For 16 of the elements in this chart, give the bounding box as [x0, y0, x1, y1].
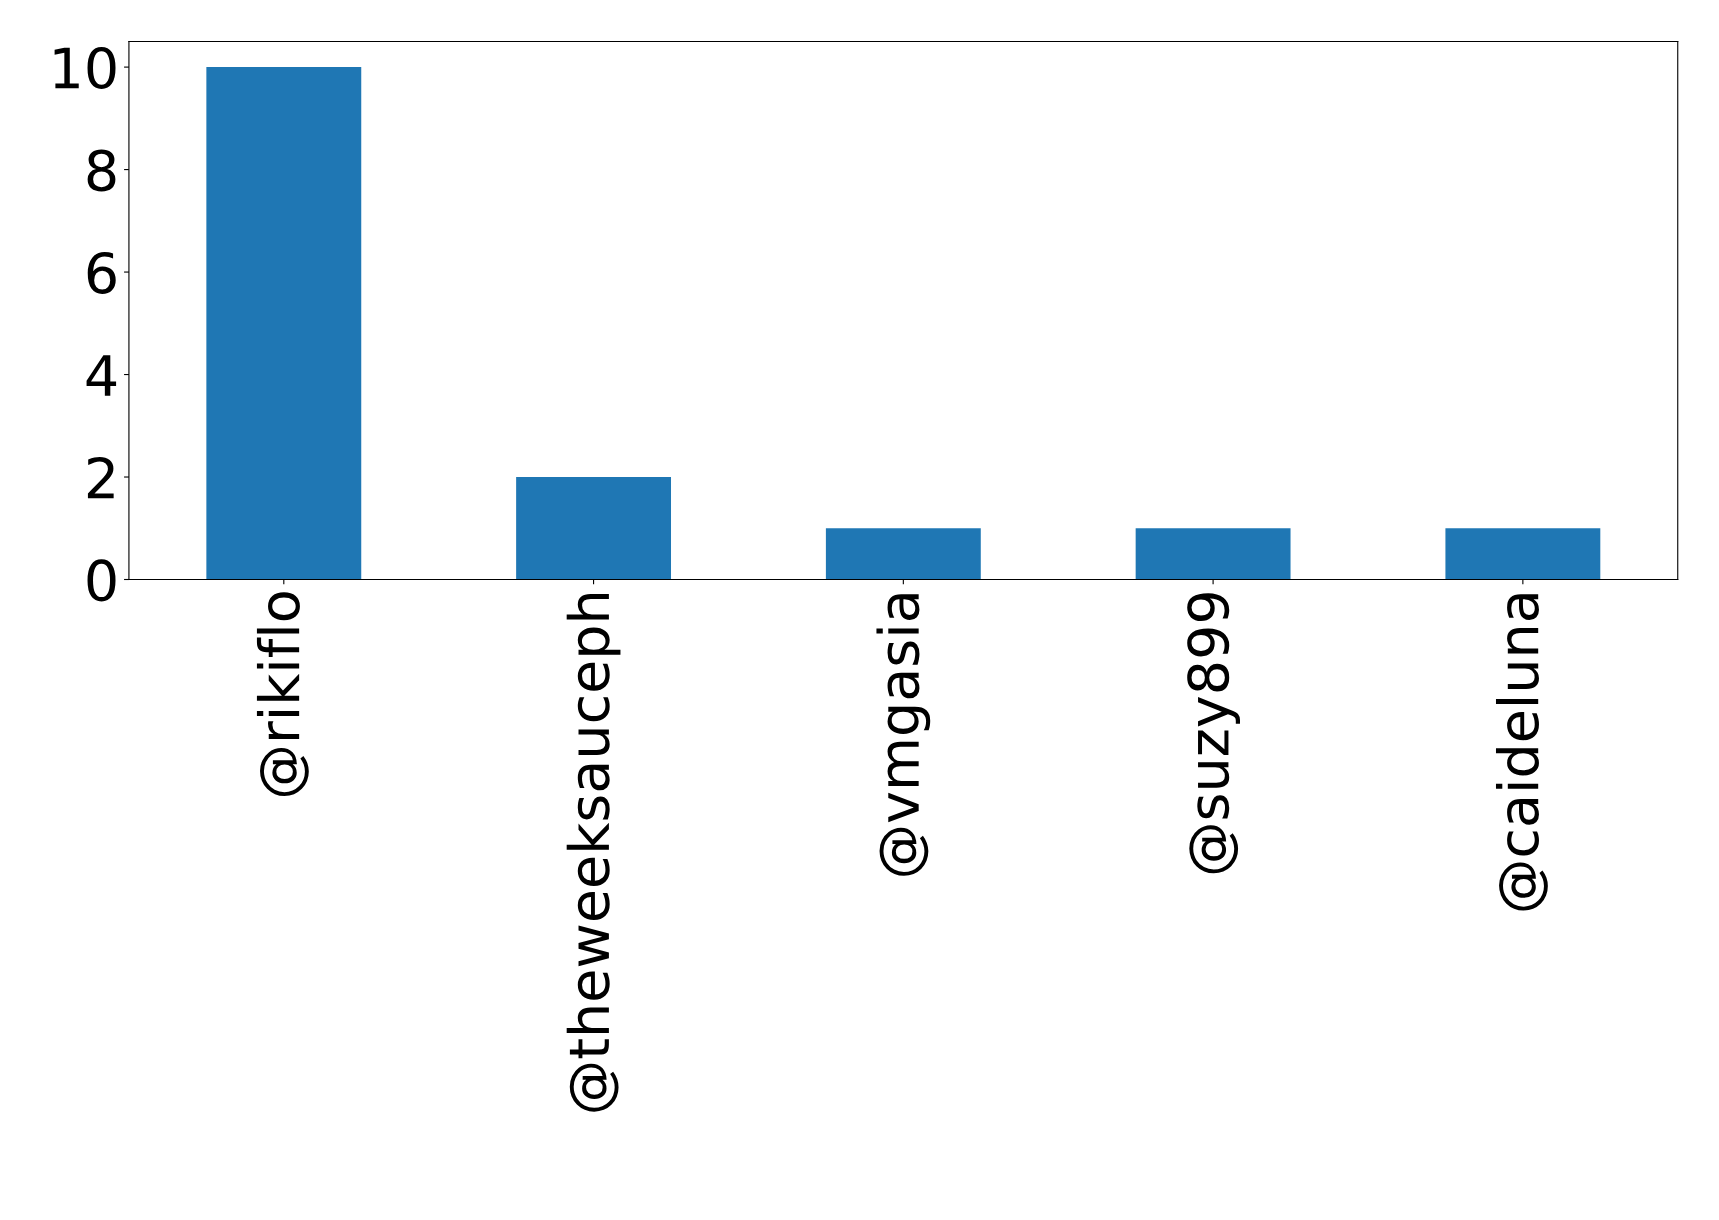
x-tick-label: @rikiflo — [256, 592, 309, 796]
bar — [825, 528, 981, 580]
bar — [516, 477, 672, 580]
y-tick-label: 6 — [87, 251, 116, 294]
bar — [206, 67, 362, 580]
y-tick-label: 2 — [87, 456, 114, 499]
y-tick-label: 10 — [54, 46, 116, 89]
x-tick-label: @theweeksauceph — [566, 593, 621, 1112]
x-tick-label: @caideluna — [1495, 594, 1548, 911]
x-tick-label: @vmgasia — [876, 594, 931, 876]
y-tick-label: 0 — [87, 559, 116, 602]
y-tick-label: 4 — [86, 355, 117, 396]
bar — [1445, 528, 1601, 580]
x-tick-label: @suzy899 — [1187, 593, 1240, 874]
bar — [1135, 528, 1291, 580]
y-tick-label: 8 — [87, 149, 116, 192]
